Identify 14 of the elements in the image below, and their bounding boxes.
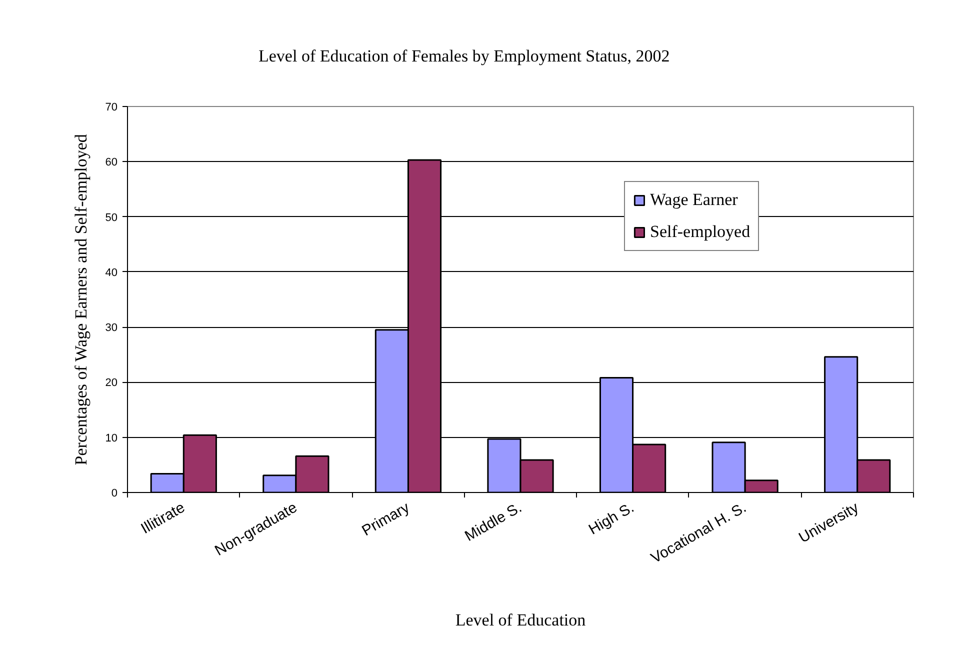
y-tick-label: 60 bbox=[105, 156, 118, 169]
y-tick-label: 10 bbox=[105, 432, 118, 444]
legend-label: Wage Earner bbox=[650, 190, 738, 210]
legend-label: Self-employed bbox=[650, 222, 750, 242]
chart-title: Level of Education of Females by Employment Status, 2002 bbox=[258, 46, 670, 66]
y-tick-label: 20 bbox=[105, 377, 118, 390]
y-tick-label: 70 bbox=[105, 102, 118, 114]
y-tick-label: 30 bbox=[105, 322, 118, 334]
y-tick-label: 50 bbox=[105, 212, 118, 224]
y-tick-label: 0 bbox=[111, 488, 118, 500]
x-axis-title: Level of Education bbox=[455, 610, 586, 630]
y-tick-label: 40 bbox=[105, 266, 118, 279]
x-tick-label: High S. bbox=[586, 499, 638, 538]
y-axis-title: Percentages of Wage Earners and Self-employed bbox=[71, 134, 90, 466]
